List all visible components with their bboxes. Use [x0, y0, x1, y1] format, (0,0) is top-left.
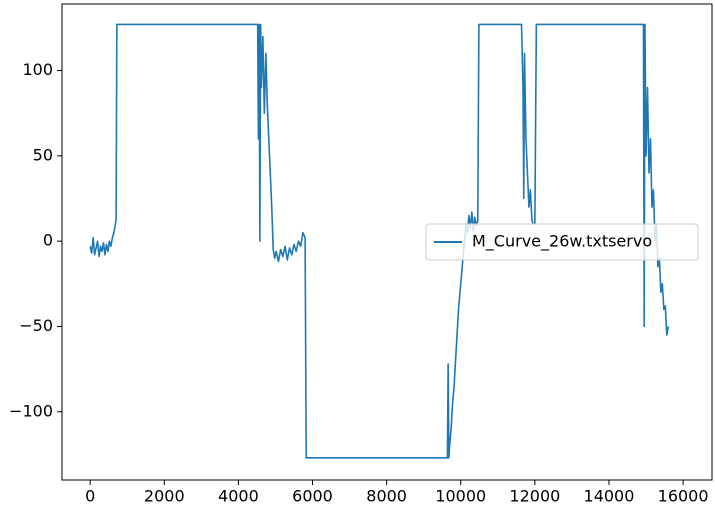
x-tick-label: 12000: [509, 487, 560, 506]
y-tick-label: 0: [43, 231, 53, 250]
y-tick-label: −100: [9, 401, 53, 420]
x-tick-label: 0: [85, 487, 95, 506]
y-tick-label: −50: [19, 316, 53, 335]
x-tick-label: 8000: [366, 487, 407, 506]
legend-label: M_Curve_26w.txtservo: [472, 232, 652, 252]
y-tick-label: 50: [33, 145, 53, 164]
x-tick-label: 2000: [144, 487, 185, 506]
x-tick-label: 6000: [292, 487, 333, 506]
legend-box: [425, 223, 699, 261]
plot-frame: [61, 3, 713, 481]
x-tick-label: 10000: [435, 487, 486, 506]
x-tick-label: 4000: [218, 487, 259, 506]
y-tick-label: 100: [22, 60, 53, 79]
x-tick-label: 14000: [584, 487, 635, 506]
x-tick-label: 16000: [658, 487, 709, 506]
